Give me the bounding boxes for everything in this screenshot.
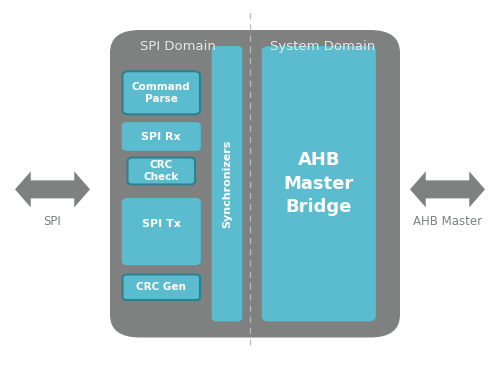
FancyBboxPatch shape xyxy=(128,158,195,184)
FancyBboxPatch shape xyxy=(110,30,400,338)
Text: SPI Tx: SPI Tx xyxy=(142,219,180,229)
FancyBboxPatch shape xyxy=(122,71,200,114)
Text: System Domain: System Domain xyxy=(270,40,375,53)
Text: SPI Domain: SPI Domain xyxy=(140,40,216,53)
FancyBboxPatch shape xyxy=(122,274,200,300)
Text: SPI Rx: SPI Rx xyxy=(142,132,181,141)
Text: SPI: SPI xyxy=(44,215,62,228)
Text: CRC Gen: CRC Gen xyxy=(136,282,186,292)
Polygon shape xyxy=(15,171,90,207)
FancyBboxPatch shape xyxy=(122,123,200,150)
FancyBboxPatch shape xyxy=(212,47,242,321)
Text: Synchronizers: Synchronizers xyxy=(222,140,232,228)
Polygon shape xyxy=(410,171,485,207)
FancyBboxPatch shape xyxy=(122,199,200,264)
Text: CRC
Check: CRC Check xyxy=(144,160,179,182)
Text: Command
Parse: Command Parse xyxy=(132,82,190,104)
Text: AHB
Master
Bridge: AHB Master Bridge xyxy=(284,151,354,216)
FancyBboxPatch shape xyxy=(262,47,375,321)
Text: AHB Master: AHB Master xyxy=(413,215,482,228)
